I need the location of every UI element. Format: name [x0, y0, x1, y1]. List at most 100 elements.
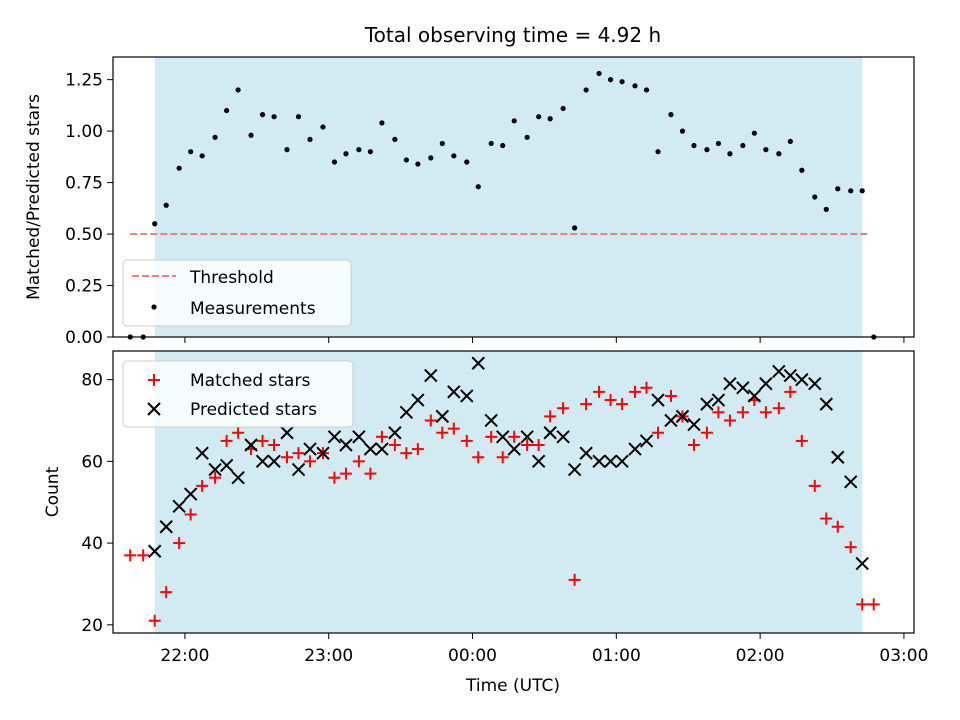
measurement-point	[356, 147, 362, 153]
legend-predicted-swatch	[147, 402, 161, 416]
predicted-star-point	[711, 393, 726, 407]
matched-star-point	[184, 508, 197, 521]
matched-star-point	[795, 434, 808, 447]
top-x-ticks	[184, 337, 905, 343]
predicted-star-point	[316, 446, 330, 460]
predicted-star-point	[700, 397, 714, 411]
predicted-star-point	[471, 356, 485, 370]
measurement-point	[740, 142, 746, 149]
matched-star-point	[124, 549, 137, 562]
measurement-point	[632, 83, 638, 89]
measurement-point	[572, 225, 578, 231]
measurement-point	[152, 221, 158, 227]
top-legend: Threshold Measurements	[122, 259, 352, 327]
predicted-star-point	[219, 458, 234, 473]
legend-measurements-label: Measurements	[190, 299, 316, 319]
matched-star-point	[388, 439, 401, 451]
predicted-star-point	[147, 544, 162, 558]
predicted-star-point	[687, 417, 701, 432]
matched-star-point	[784, 385, 797, 398]
measurement-point	[835, 186, 841, 192]
predicted-star-point	[579, 446, 593, 460]
predicted-star-point	[208, 462, 222, 477]
measurement-point	[212, 134, 218, 140]
top-legend-box	[122, 259, 352, 327]
predicted-star-point	[280, 426, 294, 440]
matched-star-point	[209, 471, 222, 484]
matched-star-point	[867, 598, 880, 611]
matched-star-point	[352, 455, 365, 468]
measurement-point	[271, 114, 277, 120]
measurement-point	[428, 155, 434, 161]
measurement-point	[248, 132, 254, 138]
matched-star-point	[375, 430, 388, 443]
measurement-point	[560, 105, 566, 112]
top-panel: 0.00 0.25 0.50 0.75 1.00 1.25 Matched/Predict…	[24, 56, 915, 348]
top-y-tick-label: 0.75	[65, 174, 103, 194]
measurement-point	[751, 130, 757, 136]
predicted-star-point	[855, 556, 869, 571]
predicted-star-point	[411, 393, 425, 407]
matched-star-point	[364, 467, 377, 480]
x-tick-label: 22:00	[160, 646, 209, 666]
measurement-point	[199, 153, 205, 159]
predicted-star-point	[460, 389, 474, 403]
x-tick-label: 03:00	[879, 646, 928, 666]
bottom-y-ticks: 20 40 60 80	[81, 371, 113, 636]
matched-star-point	[304, 455, 317, 468]
predicted-star-point	[772, 364, 786, 379]
top-y-axis-label: Matched/Predicted stars	[24, 94, 44, 300]
bottom-marks	[124, 356, 880, 627]
matched-star-point	[137, 549, 150, 562]
matched-star-point	[521, 439, 534, 451]
bottom-legend: Matched stars Predicted stars	[122, 360, 354, 428]
measurement-point	[488, 140, 494, 147]
matched-star-point	[411, 443, 424, 456]
predicted-star-point	[484, 413, 498, 428]
matched-star-point	[568, 573, 581, 586]
measurement-point	[511, 118, 517, 124]
legend-threshold-label: Threshold	[189, 268, 274, 288]
top-y-ticks: 0.00 0.25 0.50 0.75 1.00 1.25	[65, 71, 113, 348]
measurement-point	[464, 159, 470, 165]
matched-star-point	[664, 389, 677, 402]
predicted-star-point	[628, 442, 642, 456]
measurement-point	[392, 136, 398, 142]
measurement-point	[367, 149, 374, 155]
matched-star-point	[652, 426, 665, 439]
measurement-point	[655, 149, 661, 155]
predicted-star-point	[747, 389, 762, 403]
predicted-star-point	[183, 487, 198, 501]
predicted-star-point	[388, 426, 402, 440]
measurement-point	[451, 153, 457, 159]
matched-star-point	[759, 406, 772, 419]
matched-star-point	[772, 402, 785, 415]
matched-star-point	[808, 479, 821, 492]
predicted-star-point	[759, 376, 773, 391]
measurement-point	[295, 114, 302, 120]
predicted-star-point	[844, 475, 858, 489]
predicted-star-point	[831, 450, 845, 464]
matched-star-point	[640, 381, 653, 394]
predicted-star-point	[195, 446, 209, 460]
predicted-star-point	[496, 430, 510, 444]
x-tick-label: 00:00	[448, 646, 497, 666]
matched-star-point	[148, 614, 161, 627]
predicted-star-point	[447, 385, 461, 399]
measurement-point	[307, 136, 313, 142]
predicted-star-point	[399, 405, 414, 420]
top-y-tick-label: 0.25	[65, 277, 103, 297]
predicted-star-point	[231, 470, 245, 485]
matched-star-point	[557, 402, 570, 415]
legend-matched-swatch	[148, 374, 160, 386]
predicted-star-point	[543, 426, 557, 440]
predicted-star-point	[291, 462, 306, 477]
predicted-star-point	[267, 454, 281, 469]
predicted-star-point	[736, 381, 750, 395]
matched-star-point	[400, 447, 413, 460]
bottom-y-axis-label: Count	[43, 466, 63, 517]
predicted-star-point	[520, 430, 534, 444]
matched-star-point	[508, 430, 521, 443]
measurement-point	[799, 167, 805, 173]
matched-star-point	[820, 512, 833, 525]
